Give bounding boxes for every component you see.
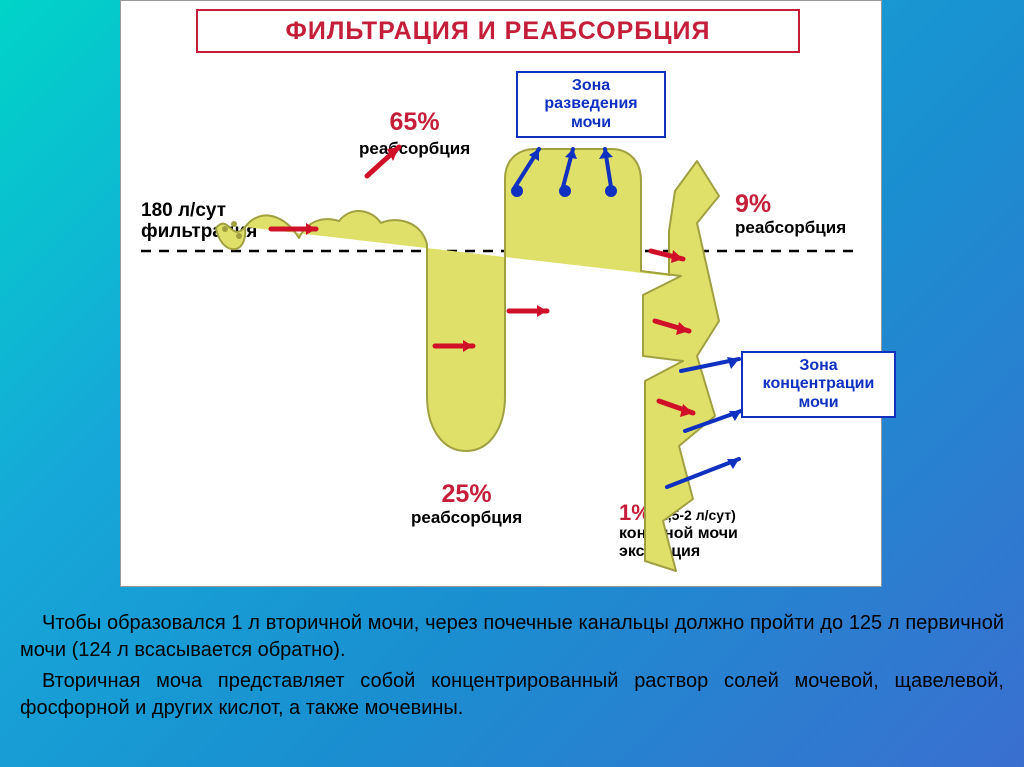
caption-p1: Чтобы образовался 1 л вторичной мочи, че… [20,610,1004,664]
nephron-svg [121,1,881,586]
caption-block: Чтобы образовался 1 л вторичной мочи, че… [20,610,1004,726]
caption-p2: Вторичная моча представляет собой концен… [20,668,1004,722]
diagram-card: ФИЛЬТРАЦИЯ И РЕАБСОРБЦИЯ Зона разведения… [120,0,882,587]
